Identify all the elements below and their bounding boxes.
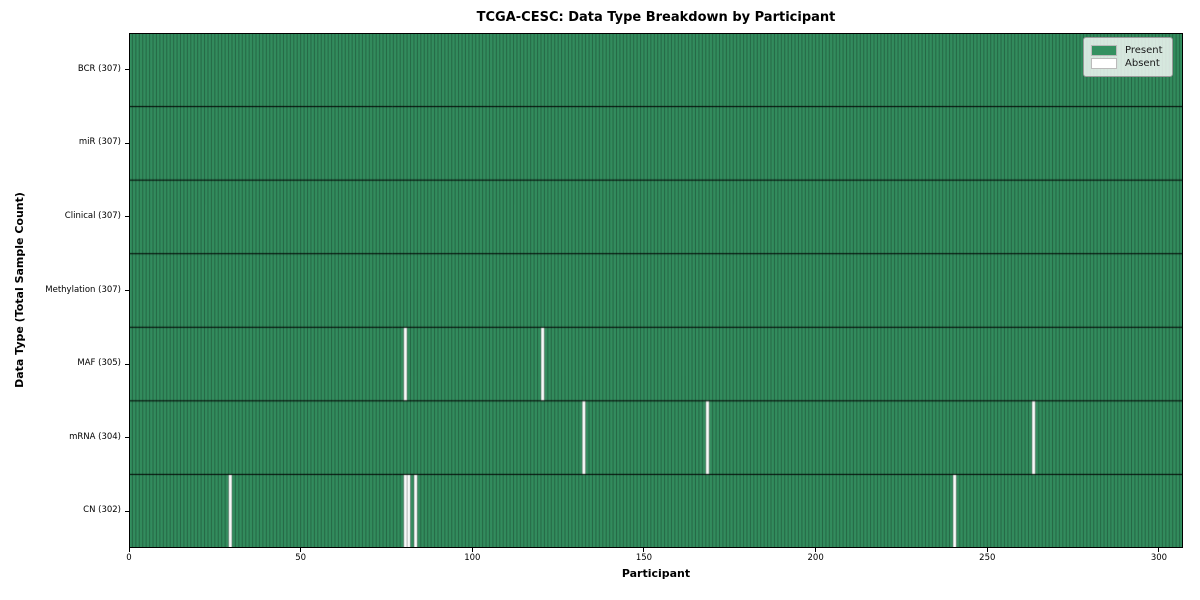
x-tick-label: 150 <box>635 553 653 563</box>
legend-swatch-present <box>1091 45 1117 56</box>
legend-label: Present <box>1125 45 1163 56</box>
y-tick-label-clinical: Clinical (307) <box>64 210 121 221</box>
x-tick-label: 250 <box>979 553 996 563</box>
x-tick-label: 200 <box>807 553 824 563</box>
x-tick-label: 0 <box>126 553 132 563</box>
y-axis-label: Data Type (Total Sample Count) <box>13 192 26 388</box>
x-tick-mark <box>643 548 645 552</box>
y-tick-mark <box>125 437 129 439</box>
y-tick-mark <box>125 363 129 365</box>
legend-swatch-absent <box>1091 58 1117 69</box>
y-tick-label-maf: MAF (305) <box>77 358 121 369</box>
y-tick-label-bcr: BCR (307) <box>77 63 121 74</box>
legend-label: Absent <box>1125 58 1160 69</box>
x-axis-label: Participant <box>621 567 691 580</box>
y-tick-mark <box>125 142 129 144</box>
y-tick-label-methylation: Methylation (307) <box>45 284 121 295</box>
chart-title: TCGA-CESC: Data Type Breakdown by Partic… <box>476 10 836 25</box>
x-tick-mark <box>815 548 817 552</box>
legend-item-present: Present <box>1091 45 1163 56</box>
y-tick-label-cn: CN (302) <box>83 505 121 516</box>
x-tick-label: 300 <box>1150 553 1168 563</box>
x-tick-label: 100 <box>464 553 481 563</box>
y-tick-mark <box>125 510 129 512</box>
x-tick-mark <box>1158 548 1160 552</box>
heatmap-canvas <box>129 33 1183 548</box>
legend: Present Absent <box>1083 37 1173 77</box>
x-tick-mark <box>300 548 302 552</box>
x-tick-mark <box>986 548 988 552</box>
y-tick-mark <box>125 290 129 291</box>
x-tick-mark <box>471 548 473 552</box>
x-tick-mark <box>128 548 130 552</box>
y-tick-label-mrna: mRNA (304) <box>69 431 121 442</box>
y-tick-mark <box>125 69 129 71</box>
y-tick-label-mir: miR (307) <box>78 137 121 148</box>
y-tick-mark <box>125 216 129 218</box>
legend-item-absent: Absent <box>1091 58 1163 69</box>
x-tick-label: 50 <box>295 553 307 563</box>
